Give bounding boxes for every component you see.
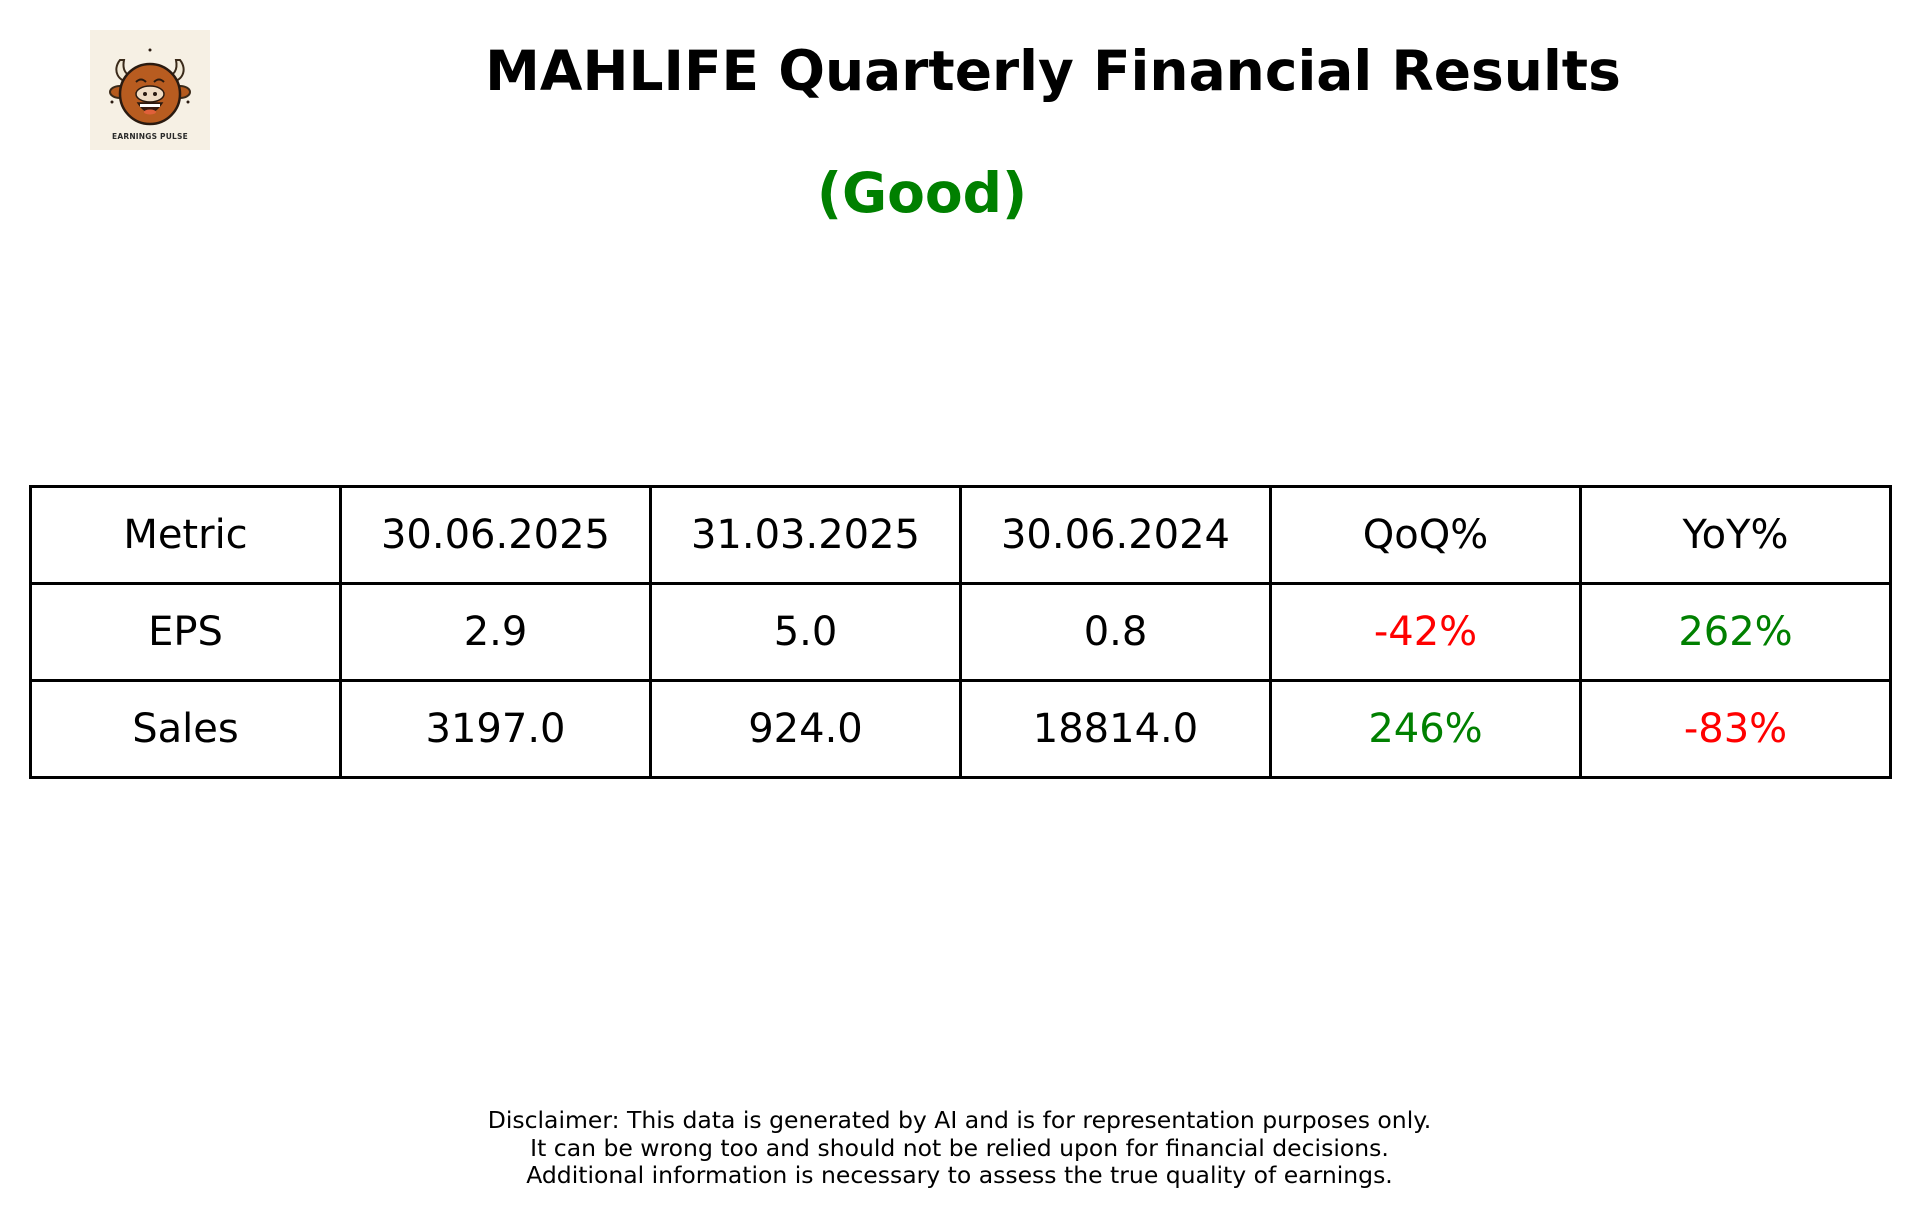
column-header-qoq: QoQ% [1269, 485, 1582, 585]
rating-label: (Good) [816, 161, 1028, 225]
qoq-cell: -42% [1269, 582, 1582, 682]
value-cell: 3197.0 [339, 679, 652, 779]
value-cell: 5.0 [649, 582, 962, 682]
logo-text: EARNINGS PULSE [112, 132, 188, 141]
metric-cell: Sales [29, 679, 342, 779]
disclaimer-line: Additional information is necessary to a… [526, 1161, 1393, 1189]
column-header-yoy: YoY% [1579, 485, 1892, 585]
earnings-pulse-logo: EARNINGS PULSE [90, 30, 210, 150]
bull-mascot-icon [109, 48, 191, 126]
yoy-cell: 262% [1579, 582, 1892, 682]
yoy-cell: -83% [1579, 679, 1892, 779]
column-header-metric: Metric [29, 485, 342, 585]
disclaimer: Disclaimer: This data is generated by AI… [0, 1106, 1919, 1190]
disclaimer-line: Disclaimer: This data is generated by AI… [487, 1106, 1432, 1134]
page-title: MAHLIFE Quarterly Financial Results [485, 39, 1621, 103]
column-header-q3: 30.06.2024 [959, 485, 1272, 585]
column-header-q2: 31.03.2025 [649, 485, 962, 585]
value-cell: 2.9 [339, 582, 652, 682]
table-row: Sales 3197.0 924.0 18814.0 246% -83% [29, 679, 1892, 779]
disclaimer-line: It can be wrong too and should not be re… [530, 1133, 1389, 1162]
value-cell: 0.8 [959, 582, 1272, 682]
table-row: EPS 2.9 5.0 0.8 -42% 262% [29, 582, 1892, 682]
qoq-cell: 246% [1269, 679, 1582, 779]
value-cell: 18814.0 [959, 679, 1272, 779]
value-cell: 924.0 [649, 679, 962, 779]
table-header-row: Metric 30.06.2025 31.03.2025 30.06.2024 … [29, 485, 1892, 585]
metric-cell: EPS [29, 582, 342, 682]
column-header-q1: 30.06.2025 [339, 485, 652, 585]
financial-results-table: Metric 30.06.2025 31.03.2025 30.06.2024 … [29, 485, 1892, 779]
